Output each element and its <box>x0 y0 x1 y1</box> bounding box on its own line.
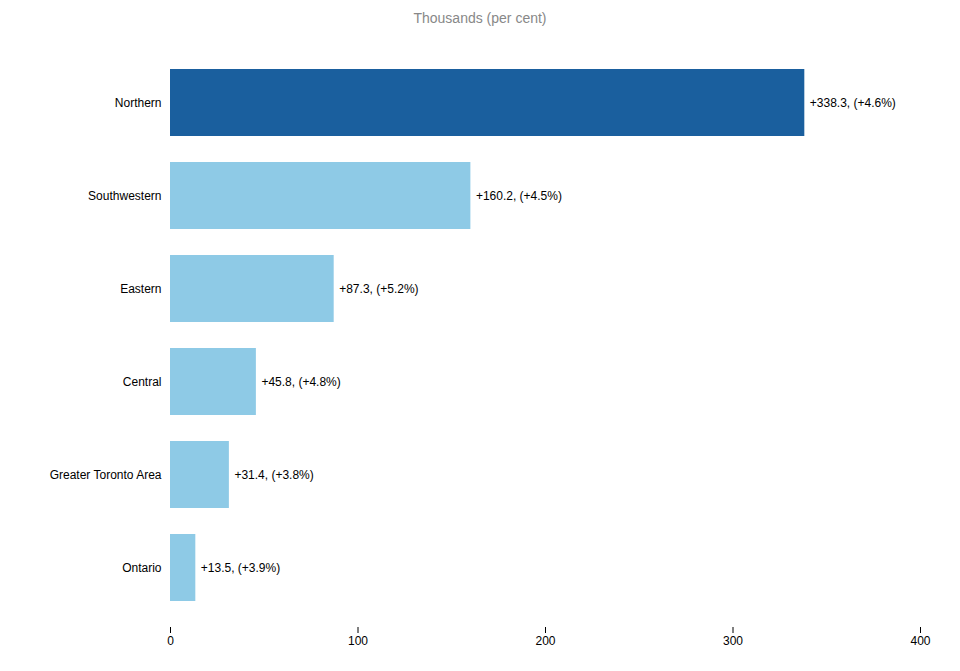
svg-text:Ontario: Ontario <box>122 561 162 575</box>
svg-text:+31.4, (+3.8%): +31.4, (+3.8%) <box>234 468 313 482</box>
svg-text:0: 0 <box>167 634 174 648</box>
svg-text:+338.3, (+4.6%): +338.3, (+4.6%) <box>810 96 896 110</box>
svg-text:+160.2, (+4.5%): +160.2, (+4.5%) <box>476 189 562 203</box>
svg-text:100: 100 <box>348 634 368 648</box>
svg-text:300: 300 <box>723 634 743 648</box>
svg-text:Southwestern: Southwestern <box>88 189 161 203</box>
svg-text:Eastern: Eastern <box>120 282 161 296</box>
svg-text:Central: Central <box>123 375 162 389</box>
svg-text:Greater Toronto Area: Greater Toronto Area <box>50 468 162 482</box>
svg-text:400: 400 <box>910 634 930 648</box>
svg-text:200: 200 <box>535 634 555 648</box>
svg-text:Northern: Northern <box>115 96 162 110</box>
svg-text:+45.8, (+4.8%): +45.8, (+4.8%) <box>261 375 340 389</box>
svg-text:+87.3, (+5.2%): +87.3, (+5.2%) <box>339 282 418 296</box>
svg-text:+13.5, (+3.9%): +13.5, (+3.9%) <box>201 561 280 575</box>
html-text:Thousands (per cent): Thousands (per cent) <box>413 10 547 26</box>
